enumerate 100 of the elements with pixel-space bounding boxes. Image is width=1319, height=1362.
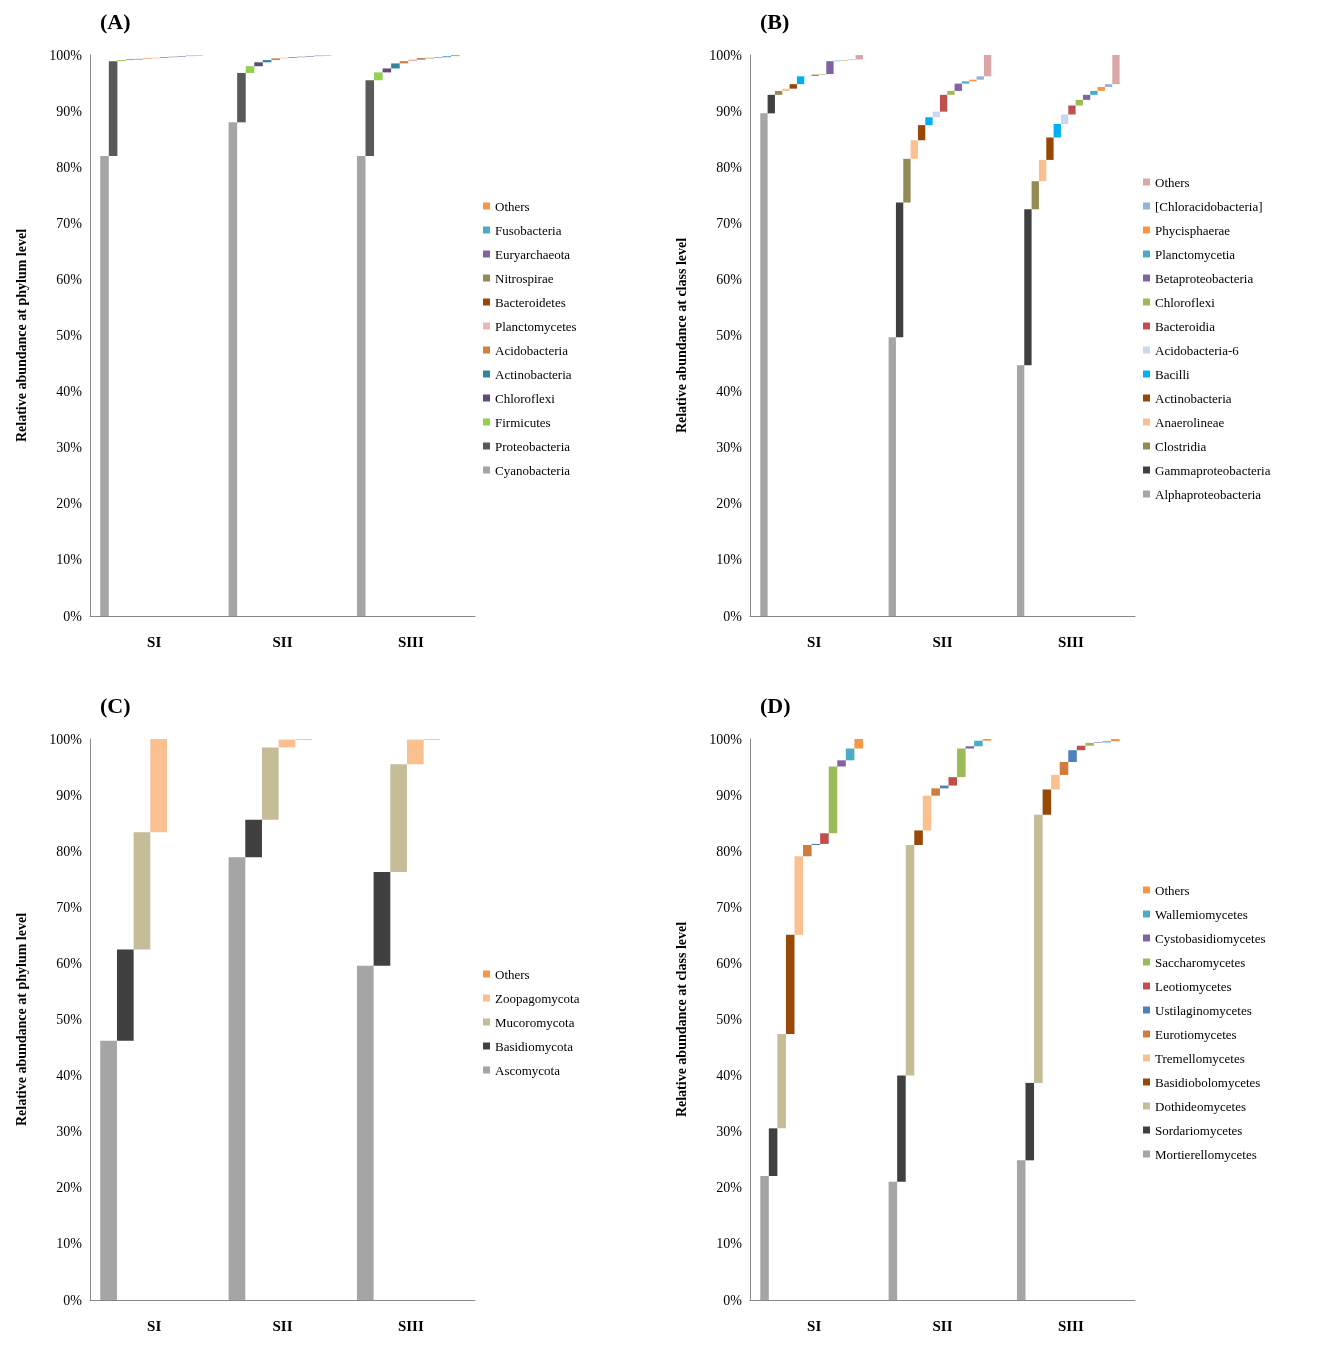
bar (356, 155, 366, 616)
bar (961, 81, 970, 84)
bar (254, 62, 263, 67)
y-tick-label: 60% (56, 271, 83, 287)
bar (1042, 789, 1052, 815)
bar (391, 63, 400, 69)
x-tick-label: SII (932, 1317, 953, 1334)
bar (768, 1128, 778, 1177)
x-tick-label: SIII (1057, 633, 1084, 650)
x-tick-label: SI (147, 633, 162, 650)
bar (1082, 94, 1091, 100)
y-tick-label: 40% (716, 384, 743, 400)
bar (237, 72, 246, 123)
bar (826, 61, 834, 75)
legend-label: Alphaproteobacteria (1155, 486, 1262, 502)
bar (905, 845, 915, 1076)
bar (965, 746, 975, 749)
y-tick-label: 40% (716, 1068, 743, 1084)
legend-label: Saccharomycetes (1155, 954, 1246, 970)
y-tick-label: 0% (63, 1292, 83, 1308)
y-tick-label: 50% (56, 328, 83, 343)
x-tick-label: SII (272, 1317, 293, 1334)
bar (1085, 742, 1094, 746)
bar (974, 740, 983, 747)
legend-label: Zoopagomycota (495, 990, 580, 1006)
bar (957, 748, 966, 778)
legend-label: Dothideomycetes (1155, 1098, 1246, 1114)
bar (390, 764, 407, 872)
x-tick-label: SI (147, 1317, 162, 1334)
bar (931, 788, 940, 796)
legend-label: Proteobacteria (495, 438, 571, 454)
y-tick-label: 70% (716, 215, 743, 231)
y-tick-label: 60% (716, 271, 743, 287)
bar (903, 158, 911, 203)
y-tick-label: 80% (56, 159, 83, 175)
y-tick-label: 70% (716, 899, 743, 915)
bar (1104, 84, 1113, 87)
legend-label: Planctomycetes (495, 318, 577, 334)
legend-label: Others (1155, 882, 1190, 898)
y-axis-title: Relative abundance at class level (673, 237, 689, 434)
legend-label: Mucoromycota (495, 1014, 575, 1030)
y-tick-label: 100% (709, 731, 743, 747)
bar (228, 857, 246, 1300)
y-tick-label: 90% (716, 103, 743, 119)
y-tick-label: 100% (49, 47, 83, 63)
bar (1031, 181, 1039, 210)
bar (116, 949, 134, 1041)
bar (837, 760, 846, 767)
legend-label: Others (495, 198, 530, 214)
y-tick-label: 80% (716, 159, 743, 175)
bar (108, 61, 118, 156)
bar (1038, 159, 1047, 182)
legend-label: Euryarchaeota (495, 246, 571, 262)
y-tick-label: 60% (56, 955, 83, 971)
y-axis-title: Relative abundance at class level (673, 921, 689, 1118)
legend-label: Actinobacteria (1155, 390, 1232, 406)
bar (1025, 1082, 1035, 1161)
chart-title: (B) (760, 8, 790, 34)
bar (897, 1075, 906, 1182)
y-tick-label: 20% (716, 496, 743, 512)
y-tick-label: 30% (56, 1124, 83, 1140)
bar (767, 94, 775, 114)
bar (406, 739, 424, 765)
bar (954, 83, 962, 91)
bar (1068, 105, 1076, 115)
legend-label: Acidobacteria (495, 342, 569, 358)
legend-label: Firmicutes (495, 414, 551, 430)
bar (782, 88, 790, 91)
bar (803, 845, 812, 857)
bar (785, 934, 795, 1035)
bar (1016, 1160, 1026, 1300)
bar (382, 68, 392, 73)
y-tick-label: 50% (716, 328, 743, 343)
legend-label: Sordariomycetes (1155, 1122, 1243, 1138)
bar (922, 795, 932, 831)
bar (1090, 90, 1098, 95)
y-tick-label: 90% (56, 103, 83, 119)
legend-label: Wallemiomycetes (1155, 906, 1248, 922)
legend-label: Others (1155, 174, 1190, 190)
bar (261, 747, 279, 820)
bar (888, 1181, 898, 1300)
y-axis-title: Relative abundance at phylum level (13, 912, 29, 1127)
chart-title: (A) (100, 8, 131, 34)
legend-label: Tremellomycetes (1155, 1050, 1245, 1066)
bar (828, 766, 838, 834)
y-tick-label: 90% (716, 787, 743, 803)
x-tick-label: SIII (1057, 1317, 1084, 1334)
bar (888, 337, 896, 616)
bar (374, 72, 383, 81)
y-tick-label: 80% (56, 843, 83, 859)
bar (1034, 814, 1043, 1083)
y-tick-label: 100% (49, 731, 83, 747)
legend-label: Anaerolineae (1155, 414, 1225, 430)
bar (245, 66, 255, 73)
bar (1051, 774, 1060, 790)
y-tick-label: 90% (56, 787, 83, 803)
y-tick-label: 20% (56, 496, 83, 512)
legend-label: Ascomycota (495, 1062, 561, 1078)
legend-label: Clostridia (1155, 438, 1207, 454)
x-tick-label: SI (807, 633, 822, 650)
